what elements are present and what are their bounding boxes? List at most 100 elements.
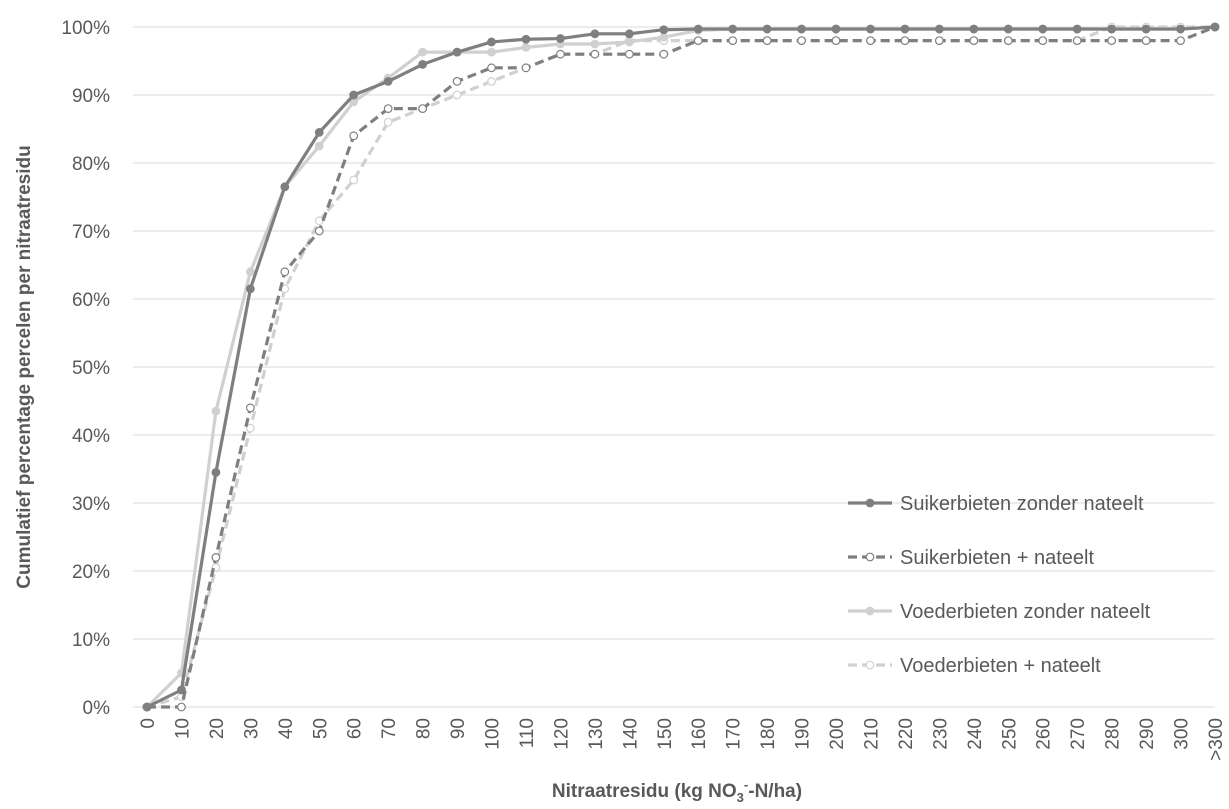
data-point (624, 29, 634, 39)
data-point (797, 24, 806, 34)
data-point (418, 47, 428, 57)
legend: Suikerbieten zonder nateelt Suikerbieten … (848, 493, 1151, 677)
x-tick-label: 260 (1034, 718, 1055, 750)
x-tick-label: 120 (551, 718, 572, 750)
x-tick-label: 240 (965, 718, 986, 750)
legend-marker (865, 552, 875, 562)
data-point (1038, 36, 1048, 45)
data-point (728, 36, 738, 45)
data-point (487, 47, 496, 57)
data-point (934, 36, 944, 45)
y-tick-label: 50% (72, 358, 110, 379)
y-axis-title: Cumulatief percentage percelen per nitra… (14, 145, 35, 588)
x-tick-label: 160 (689, 718, 710, 750)
series-1 (142, 22, 1220, 712)
y-tick-label: 20% (72, 562, 110, 583)
data-point (762, 24, 772, 34)
data-point (556, 49, 565, 59)
data-point (728, 24, 738, 34)
legend-marker (865, 660, 875, 670)
data-point (1072, 36, 1082, 45)
data-point (556, 34, 565, 43)
x-axis: 0 10 20 30 40 50 60 70 80 90 100 110 120 130 140 150 160… (133, 706, 1227, 761)
data-point (521, 34, 531, 44)
data-point (177, 702, 186, 712)
legend-label: Voederbieten + nateelt (900, 655, 1101, 677)
x-tick-label: 230 (930, 718, 951, 750)
data-point (1210, 22, 1220, 32)
x-axis-title-superscript: - (744, 777, 748, 792)
x-tick-label: 60 (345, 718, 366, 739)
y-tick-label: 70% (72, 222, 110, 243)
legend-marker (865, 498, 875, 508)
data-point (211, 406, 221, 416)
y-tick-label: 40% (72, 426, 110, 447)
data-point (831, 36, 841, 45)
x-tick-label: 80 (414, 718, 435, 739)
x-tick-label: 270 (1068, 718, 1089, 750)
legend-label: Suikerbieten zonder nateelt (900, 493, 1144, 515)
x-axis-title: Nitraatresidu (kg NO3--N/ha) (552, 777, 802, 805)
y-tick-label: 10% (72, 630, 110, 651)
data-point (1176, 24, 1185, 34)
data-point (211, 553, 221, 562)
x-tick-label: >300 (1206, 718, 1227, 761)
data-point (693, 24, 703, 34)
series-2 (142, 22, 1220, 712)
x-tick-label: 190 (793, 718, 814, 750)
data-point (245, 284, 255, 294)
data-point (452, 76, 462, 86)
x-tick-label: 210 (861, 718, 882, 750)
data-point (866, 36, 875, 45)
series-line (146, 25, 1216, 709)
series-line (147, 25, 1216, 709)
data-point (142, 702, 152, 712)
data-point (487, 37, 496, 47)
data-point (349, 175, 359, 185)
x-tick-label: 90 (448, 718, 469, 739)
legend-label: Suikerbieten + nateelt (900, 547, 1094, 569)
data-point (177, 685, 186, 695)
data-point (487, 76, 496, 86)
data-point (659, 49, 669, 59)
data-point (349, 131, 359, 141)
legend-marker (865, 606, 875, 616)
legend-entry: Suikerbieten zonder nateelt (848, 493, 1144, 515)
data-point (831, 24, 841, 34)
data-point (418, 60, 428, 69)
x-axis-title-tail: -N/ha) (748, 781, 802, 802)
x-tick-label: 40 (276, 718, 297, 739)
x-tick-label: 280 (1103, 718, 1124, 750)
data-point (1176, 36, 1185, 45)
data-point (1003, 36, 1013, 45)
x-tick-label: 130 (586, 718, 607, 750)
data-point (624, 37, 634, 47)
data-point (211, 468, 221, 477)
data-point (659, 25, 669, 35)
y-tick-label: 30% (72, 494, 110, 515)
x-axis-title-main: Nitraatresidu (kg NO (552, 781, 737, 802)
data-point (280, 182, 290, 192)
x-tick-label: 150 (655, 718, 676, 750)
x-tick-label: 220 (896, 718, 917, 750)
x-tick-label: 170 (724, 718, 745, 750)
data-point (1107, 24, 1117, 34)
data-point (1141, 36, 1151, 45)
data-point (900, 24, 910, 34)
data-point (590, 29, 600, 39)
data-point (349, 90, 359, 100)
data-point (1107, 36, 1117, 45)
data-point (314, 141, 324, 151)
data-point (590, 49, 600, 59)
data-point (1141, 24, 1151, 34)
data-point (969, 24, 979, 34)
legend-entry: Suikerbieten + nateelt (848, 547, 1094, 569)
x-tick-label: 20 (207, 718, 228, 739)
data-point (418, 104, 428, 113)
x-axis-title-subscript: 3 (737, 790, 744, 805)
data-point (383, 104, 393, 113)
x-tick-label: 0 (138, 718, 159, 729)
legend-label: Voederbieten zonder nateelt (900, 601, 1151, 623)
x-tick-label: 100 (483, 718, 504, 750)
y-tick-label: 80% (72, 154, 110, 175)
